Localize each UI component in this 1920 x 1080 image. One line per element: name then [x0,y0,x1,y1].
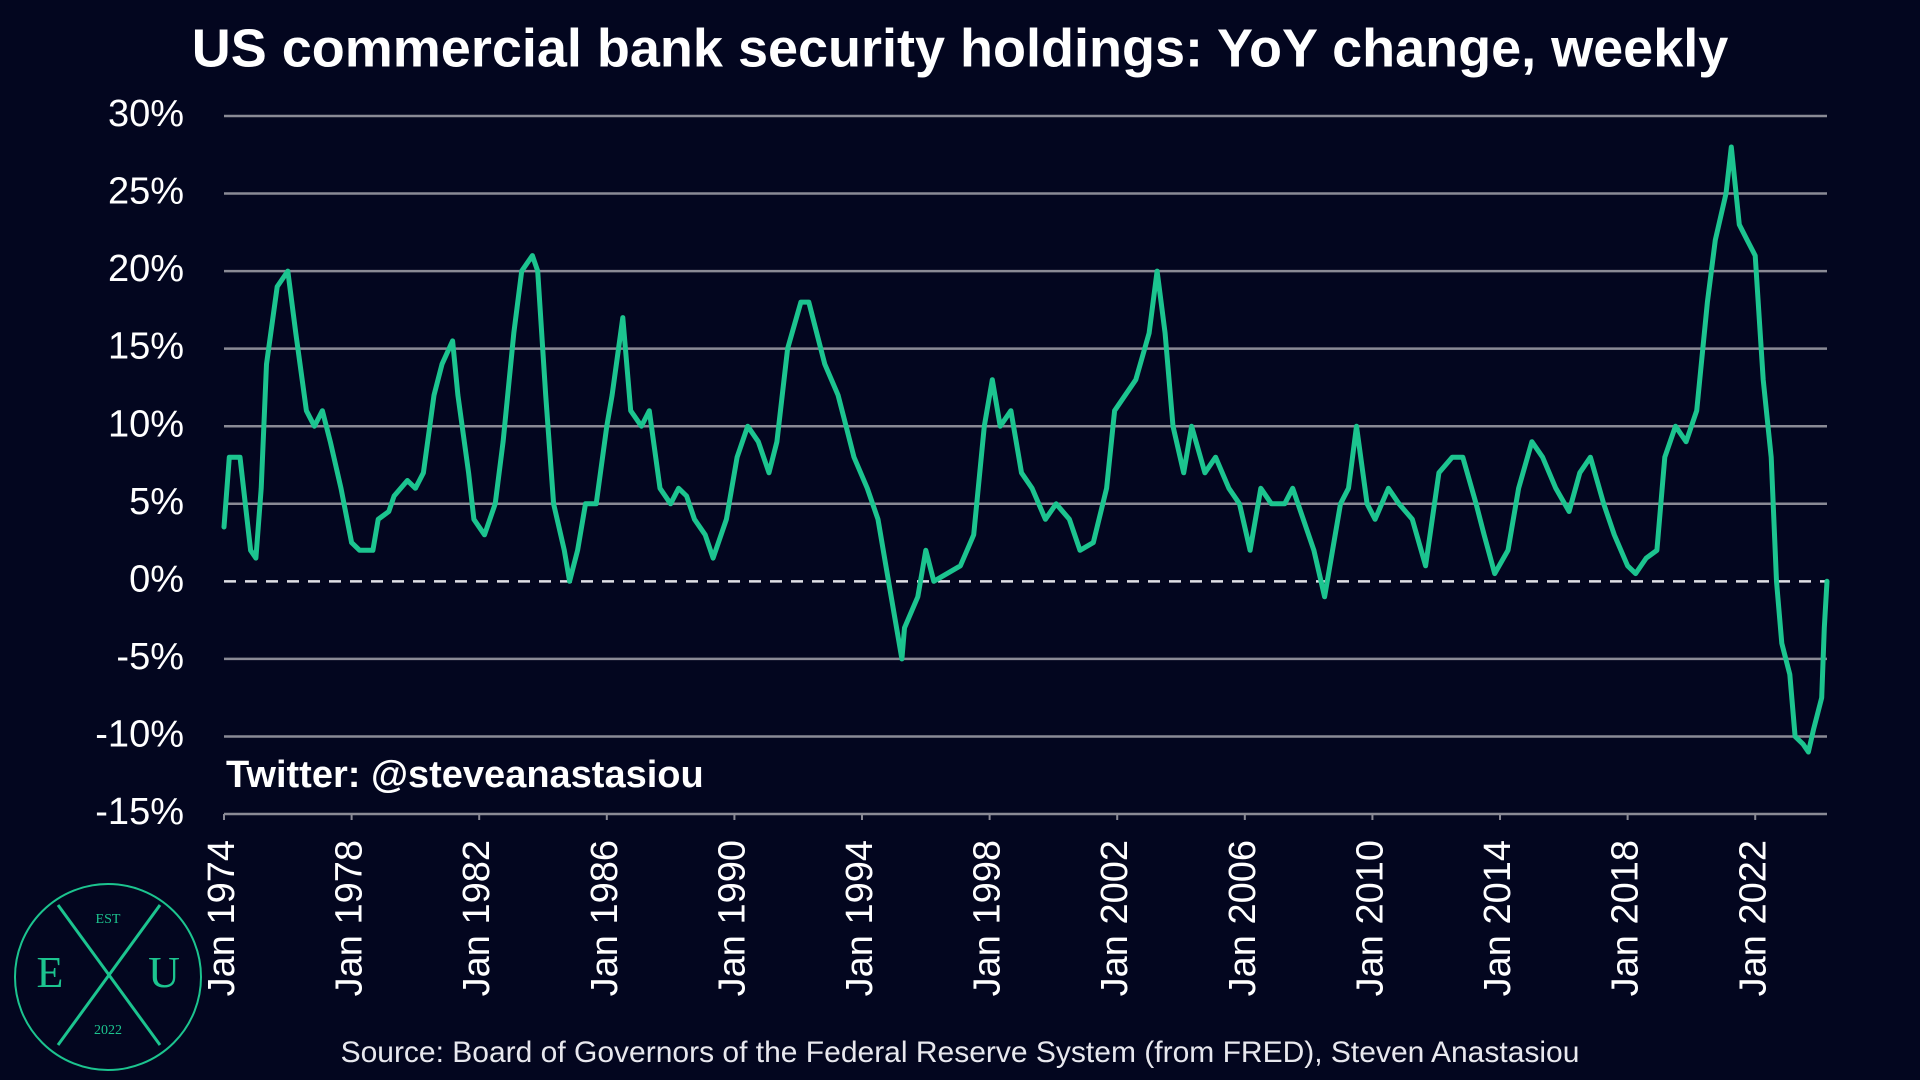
x-tick-label: Jan 2022 [1732,840,1774,996]
y-tick-label: 0% [129,558,184,600]
x-tick-label: Jan 2006 [1222,840,1264,996]
x-tick-label: Jan 1998 [967,840,1009,996]
logo-text: 2022 [94,1023,122,1038]
chart-title: US commercial bank security holdings: Yo… [192,18,1729,78]
logo-text: U [148,948,180,997]
x-tick-label: Jan 1990 [711,840,753,996]
logo: EST E U 2022 [14,883,202,1071]
x-tick-label: Jan 2010 [1349,840,1391,996]
x-tick-label: Jan 2018 [1605,840,1647,996]
logo-text: EST [96,912,121,927]
y-tick-label: 15% [108,326,184,368]
annotation: Twitter: @steveanastasiou [226,754,704,796]
x-tick-label: Jan 1986 [584,840,626,996]
x-tick-label: Jan 1982 [456,840,498,996]
logo-ring [14,883,202,1071]
data-line [221,144,1830,755]
logo-x [56,904,162,1046]
y-tick-label: 30% [108,93,184,135]
y-tick-label: 25% [108,171,184,213]
source-note: Source: Board of Governors of the Federa… [341,1036,1580,1069]
y-tick-label: -5% [116,636,184,678]
y-tick-label: -10% [95,713,184,755]
x-tick-label: Jan 2002 [1094,840,1136,996]
y-tick-label: 20% [108,248,184,290]
y-tick-label: -15% [95,791,184,833]
logo-text: E [37,948,64,997]
x-tick-label: Jan 2014 [1477,840,1519,996]
x-tick-label: Jan 1994 [839,840,881,996]
y-tick-label: 5% [129,481,184,523]
x-tick-label: Jan 1974 [201,840,243,996]
y-tick-label: 10% [108,403,184,445]
x-tick-label: Jan 1978 [329,840,371,996]
